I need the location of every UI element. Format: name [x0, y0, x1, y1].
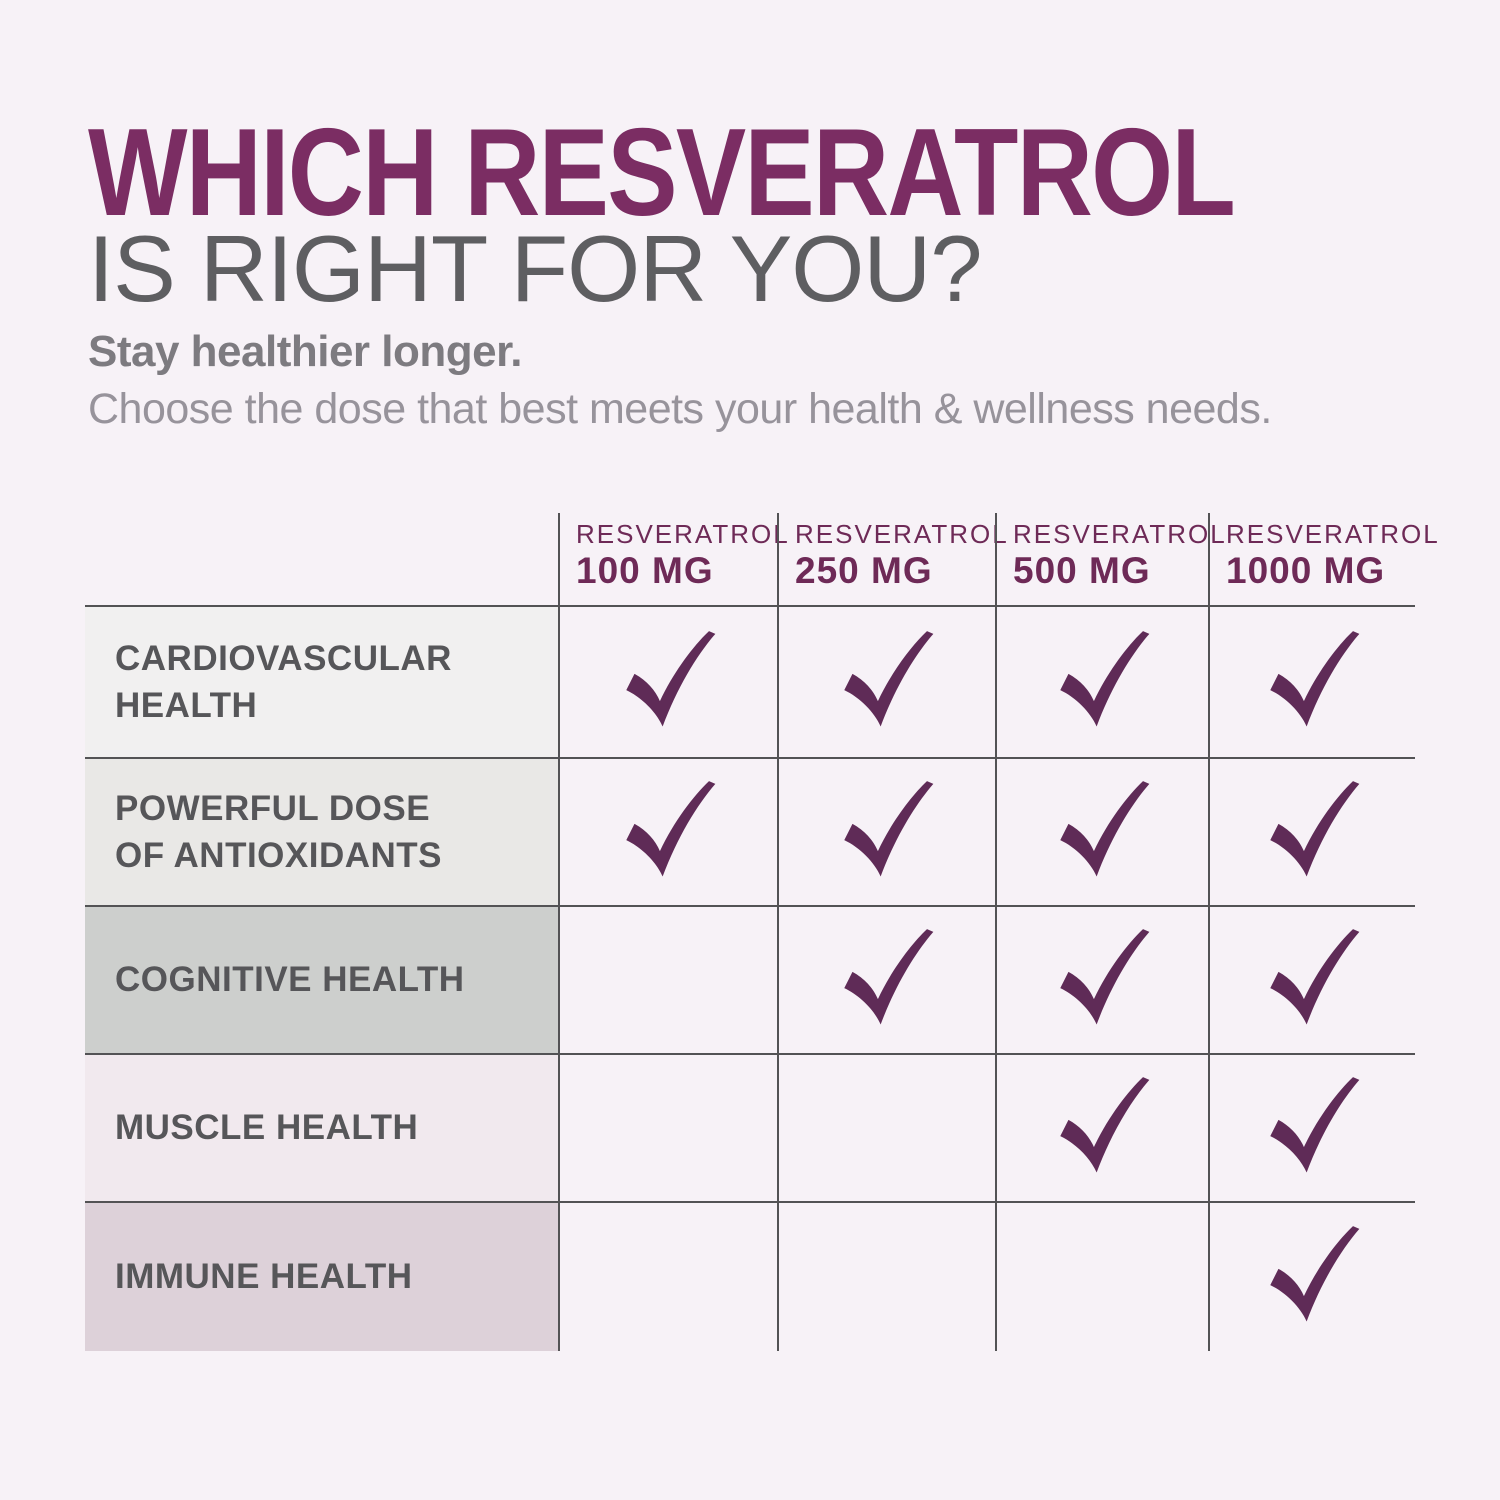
checkmark-icon — [1269, 631, 1359, 727]
check-cell — [995, 905, 1208, 1053]
check-cell — [558, 757, 777, 905]
checkmark-icon — [844, 631, 934, 727]
column-header-500mg: RESVERATROL 500 MG — [995, 513, 1227, 605]
subtitle-detail: Choose the dose that best meets your hea… — [88, 385, 1272, 433]
column-header-1000mg: RESVERATROL 1000 MG — [1208, 513, 1440, 605]
checkmark-icon — [1269, 929, 1359, 1025]
checkmark-icon — [625, 631, 715, 727]
column-header-250mg: RESVERATROL 250 MG — [777, 513, 1009, 605]
column-brand: RESVERATROL — [795, 519, 1009, 550]
checkmark-icon — [1269, 1226, 1359, 1322]
check-cell — [777, 757, 995, 905]
check-cell — [777, 1201, 995, 1351]
checkmark-icon — [1059, 1077, 1149, 1173]
check-cell — [995, 1053, 1208, 1201]
column-dose: 100 MG — [576, 550, 714, 592]
column-brand: RESVERATROL — [1013, 519, 1227, 550]
column-brand: RESVERATROL — [1226, 519, 1440, 550]
checkmark-icon — [625, 781, 715, 877]
check-cell — [1208, 757, 1415, 905]
check-cell — [558, 1201, 777, 1351]
check-cell — [1208, 1201, 1415, 1351]
check-cell — [558, 1053, 777, 1201]
comparison-table: RESVERATROL 100 MG RESVERATROL 250 MG RE… — [85, 513, 1440, 1351]
checkmark-icon — [1269, 1077, 1359, 1173]
row-label-cognitive-health: COGNITIVE HEALTH — [85, 905, 558, 1053]
checkmark-icon — [1059, 631, 1149, 727]
column-brand: RESVERATROL — [576, 519, 790, 550]
check-cell — [1208, 1053, 1415, 1201]
check-cell — [558, 905, 777, 1053]
check-cell — [995, 757, 1208, 905]
check-cell — [1208, 605, 1415, 757]
checkmark-icon — [1059, 929, 1149, 1025]
title-line-2: IS RIGHT FOR YOU? — [88, 216, 983, 321]
check-cell — [1208, 905, 1415, 1053]
check-cell — [777, 1053, 995, 1201]
column-header-100mg: RESVERATROL 100 MG — [558, 513, 790, 605]
column-dose: 500 MG — [1013, 550, 1151, 592]
check-cell — [995, 605, 1208, 757]
checkmark-icon — [844, 781, 934, 877]
row-label-muscle-health: MUSCLE HEALTH — [85, 1053, 558, 1201]
check-cell — [558, 605, 777, 757]
column-dose: 1000 MG — [1226, 550, 1386, 592]
table-corner-cell — [85, 513, 558, 605]
row-label-cardiovascular-health: CARDIOVASCULAR HEALTH — [85, 605, 558, 757]
row-label-antioxidants: POWERFUL DOSE OF ANTIOXIDANTS — [85, 757, 558, 905]
checkmark-icon — [1059, 781, 1149, 877]
check-cell — [777, 605, 995, 757]
row-label-immune-health: IMMUNE HEALTH — [85, 1201, 558, 1351]
title-line-1: WHICH RESVERATROL — [88, 104, 1236, 242]
subtitle-emphasis: Stay healthier longer. — [88, 327, 523, 376]
page-title: WHICH RESVERATROL — [88, 111, 1436, 235]
checkmark-icon — [844, 929, 934, 1025]
check-cell — [995, 1201, 1208, 1351]
check-cell — [777, 905, 995, 1053]
column-dose: 250 MG — [795, 550, 933, 592]
checkmark-icon — [1269, 781, 1359, 877]
